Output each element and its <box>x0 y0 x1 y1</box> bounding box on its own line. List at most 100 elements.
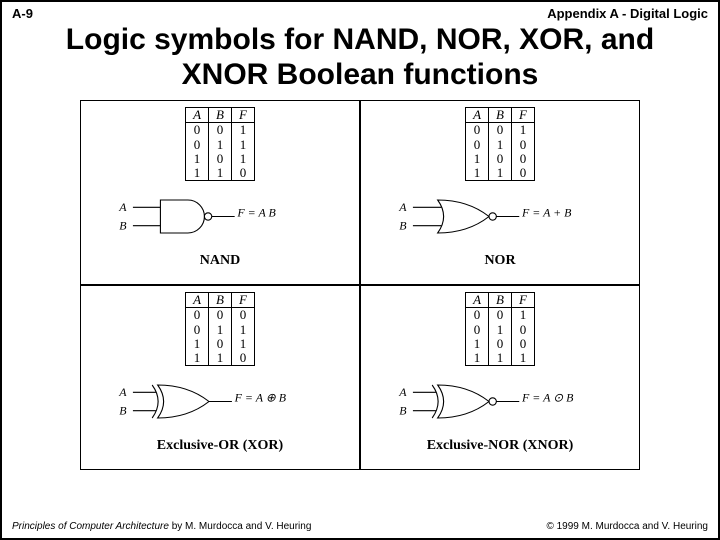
truth-table-cell: 0 <box>186 138 209 152</box>
gate-name-label: Exclusive-OR (XOR) <box>157 438 283 454</box>
gate-name-label: NOR <box>484 253 515 269</box>
svg-text:B: B <box>119 219 127 233</box>
truth-table-cell: 0 <box>511 166 534 181</box>
truth-table-cell: 0 <box>466 123 489 138</box>
footer-authors: by M. Murdocca and V. Heuring <box>169 521 311 532</box>
truth-table-header: A <box>466 293 489 308</box>
footer-copyright: © 1999 M. Murdocca and V. Heuring <box>546 521 708 532</box>
truth-table-xnor: ABF001010100111 <box>465 292 535 366</box>
svg-text:A: A <box>398 200 407 214</box>
svg-text:A: A <box>118 385 127 399</box>
page-number: A-9 <box>12 6 33 21</box>
gate-output-expr: F = A ⊕ B <box>235 391 340 406</box>
page-title: Logic symbols for NAND, NOR, XOR, and XN… <box>2 23 718 98</box>
truth-table-cell: 0 <box>511 323 534 337</box>
truth-table-header: B <box>489 108 512 123</box>
slide-header: A-9 Appendix A - Digital Logic <box>2 2 718 23</box>
truth-table-cell: 1 <box>209 351 232 366</box>
truth-table-cell: 0 <box>209 123 232 138</box>
gate-name-label: Exclusive-NOR (XNOR) <box>427 438 574 454</box>
truth-table-cell: 1 <box>186 152 209 166</box>
truth-table-cell: 1 <box>489 138 512 152</box>
truth-table-cell: 0 <box>186 308 209 323</box>
truth-table-cell: 1 <box>511 308 534 323</box>
truth-table-cell: 1 <box>466 337 489 351</box>
truth-table-cell: 0 <box>489 152 512 166</box>
truth-table-header: F <box>511 108 534 123</box>
truth-table-cell: 0 <box>511 152 534 166</box>
truth-table-header: A <box>466 108 489 123</box>
svg-text:A: A <box>398 385 407 399</box>
truth-table-cell: 1 <box>489 166 512 181</box>
truth-table-header: A <box>186 293 209 308</box>
truth-table-cell: 0 <box>231 166 254 181</box>
svg-text:B: B <box>399 219 407 233</box>
footer-book: Principles of Computer Architecture by M… <box>12 521 311 532</box>
svg-text:A: A <box>118 200 127 214</box>
truth-table-cell: 1 <box>466 351 489 366</box>
gates-row: ABF001011101110AB F = A B NANDABF0010101… <box>80 100 640 285</box>
truth-table-cell: 0 <box>466 323 489 337</box>
truth-table-cell: 1 <box>209 166 232 181</box>
nor-gate-icon: AB F = A + B <box>370 181 630 249</box>
nand-gate-icon: AB F = A B <box>90 181 350 249</box>
truth-table-cell: 0 <box>231 308 254 323</box>
truth-table-nand: ABF001011101110 <box>185 107 255 181</box>
truth-table-header: F <box>511 293 534 308</box>
truth-table-cell: 0 <box>231 351 254 366</box>
truth-table-cell: 1 <box>186 337 209 351</box>
appendix-label: Appendix A - Digital Logic <box>547 6 708 21</box>
truth-table-cell: 0 <box>209 308 232 323</box>
truth-table-cell: 1 <box>489 323 512 337</box>
truth-table-cell: 1 <box>231 337 254 351</box>
truth-table-cell: 0 <box>489 123 512 138</box>
truth-table-nor: ABF001010100110 <box>465 107 535 181</box>
footer-book-title: Principles of Computer Architecture <box>12 521 169 532</box>
truth-table-cell: 0 <box>489 308 512 323</box>
gates-grid: ABF001011101110AB F = A B NANDABF0010101… <box>80 100 640 470</box>
gate-cell-nor: ABF001010100110AB F = A + B NOR <box>360 100 640 285</box>
truth-table-cell: 1 <box>186 351 209 366</box>
gate-cell-xnor: ABF001010100111AB F = A ⊙ B Exclusive-NO… <box>360 285 640 470</box>
truth-table-cell: 0 <box>511 337 534 351</box>
gate-output-expr: F = A + B <box>522 206 619 221</box>
truth-table-header: B <box>209 108 232 123</box>
truth-table-cell: 1 <box>511 123 534 138</box>
gate-output-expr: F = A B <box>237 206 339 221</box>
truth-table-header: B <box>489 293 512 308</box>
truth-table-cell: 0 <box>466 308 489 323</box>
slide-footer: Principles of Computer Architecture by M… <box>2 521 718 532</box>
truth-table-cell: 1 <box>209 323 232 337</box>
svg-text:B: B <box>119 404 127 418</box>
truth-table-cell: 0 <box>209 152 232 166</box>
truth-table-cell: 1 <box>231 138 254 152</box>
truth-table-cell: 0 <box>511 138 534 152</box>
gate-cell-xor: ABF000011101110AB F = A ⊕ B Exclusive-OR… <box>80 285 360 470</box>
gate-output-expr: F = A ⊙ B <box>522 391 619 406</box>
truth-table-cell: 1 <box>209 138 232 152</box>
gate-cell-nand: ABF001011101110AB F = A B NAND <box>80 100 360 285</box>
xor-gate-icon: AB F = A ⊕ B <box>90 366 350 434</box>
truth-table-cell: 1 <box>511 351 534 366</box>
truth-table-header: F <box>231 293 254 308</box>
truth-table-xor: ABF000011101110 <box>185 292 255 366</box>
truth-table-cell: 1 <box>489 351 512 366</box>
truth-table-header: A <box>186 108 209 123</box>
truth-table-cell: 1 <box>186 166 209 181</box>
gate-name-label: NAND <box>200 253 240 269</box>
truth-table-cell: 1 <box>231 123 254 138</box>
truth-table-cell: 0 <box>489 337 512 351</box>
svg-text:B: B <box>399 404 407 418</box>
truth-table-header: F <box>231 108 254 123</box>
truth-table-cell: 1 <box>466 152 489 166</box>
truth-table-cell: 0 <box>209 337 232 351</box>
truth-table-cell: 1 <box>466 166 489 181</box>
truth-table-cell: 0 <box>466 138 489 152</box>
truth-table-cell: 1 <box>231 323 254 337</box>
truth-table-cell: 0 <box>186 123 209 138</box>
truth-table-cell: 0 <box>186 323 209 337</box>
xnor-gate-icon: AB F = A ⊙ B <box>370 366 630 434</box>
gates-row: ABF000011101110AB F = A ⊕ B Exclusive-OR… <box>80 285 640 470</box>
truth-table-header: B <box>209 293 232 308</box>
truth-table-cell: 1 <box>231 152 254 166</box>
